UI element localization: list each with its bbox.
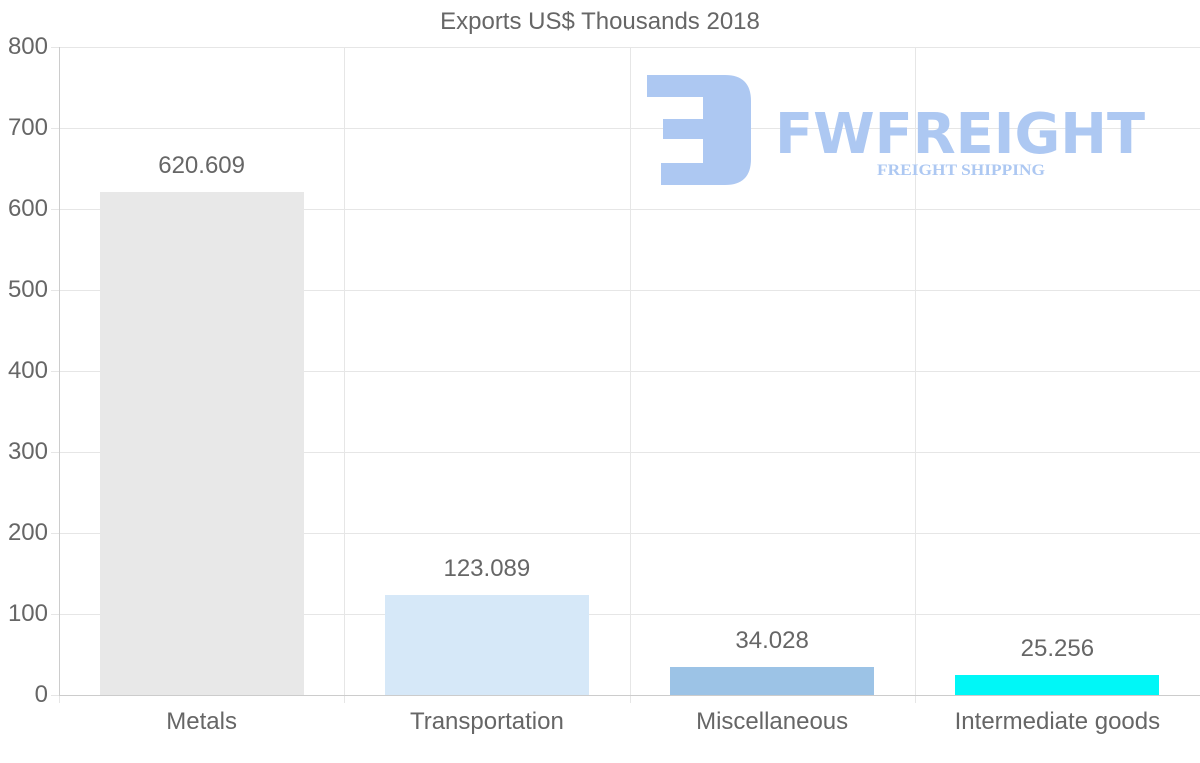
y-tick: [51, 452, 59, 453]
gridline-vertical: [344, 47, 346, 695]
bar-miscellaneous[interactable]: [670, 667, 875, 695]
y-tick-label: 0: [34, 681, 48, 708]
x-category-label: Metals: [166, 708, 237, 735]
chart-title: Exports US$ Thousands 2018: [440, 8, 760, 35]
watermark-tagline: FREIGHT SHIPPING: [877, 162, 1046, 179]
bar-value-label: 620.609: [158, 152, 245, 180]
y-tick-label: 200: [7, 519, 48, 546]
bar-transportation[interactable]: [384, 595, 589, 695]
gridline-vertical: [914, 47, 916, 695]
y-axis: [59, 47, 60, 695]
x-category-label: Intermediate goods: [954, 708, 1161, 735]
bar-value-label: 123.089: [443, 555, 531, 583]
x-tick: [914, 695, 916, 703]
x-axis: [59, 695, 1200, 696]
bar-metals[interactable]: [99, 192, 304, 695]
y-tick: [51, 47, 59, 48]
y-tick-label: 600: [7, 195, 48, 222]
y-tick-label: 700: [7, 114, 48, 141]
y-tick-label: 300: [7, 438, 48, 465]
x-category-label: Transportation: [409, 708, 564, 735]
y-tick: [51, 695, 59, 696]
y-tick-label: 100: [7, 600, 48, 627]
y-tick: [51, 614, 59, 615]
x-tick: [59, 695, 60, 703]
fwfreight-watermark-logo: FWFREIGHT FREIGHT SHIPPING: [645, 73, 1165, 193]
watermark-brand: FWFREIGHT: [775, 102, 1145, 167]
bar-value-label: 34.028: [735, 627, 809, 655]
y-tick-label: 800: [7, 33, 48, 60]
y-tick: [51, 290, 59, 291]
gridline-vertical: [629, 47, 631, 695]
y-tick: [51, 371, 59, 372]
y-tick-label: 500: [7, 276, 48, 303]
y-tick: [51, 128, 59, 129]
y-tick: [51, 209, 59, 210]
x-tick: [344, 695, 346, 703]
fwfreight-logo-icon: FWFREIGHT FREIGHT SHIPPING: [647, 75, 1145, 185]
x-tick: [629, 695, 631, 703]
y-tick-label: 400: [7, 357, 48, 384]
y-tick: [51, 533, 59, 534]
x-category-label: Miscellaneous: [696, 708, 849, 735]
bar-intermediate-goods[interactable]: [955, 674, 1160, 695]
bar-value-label: 25.256: [1020, 634, 1095, 662]
